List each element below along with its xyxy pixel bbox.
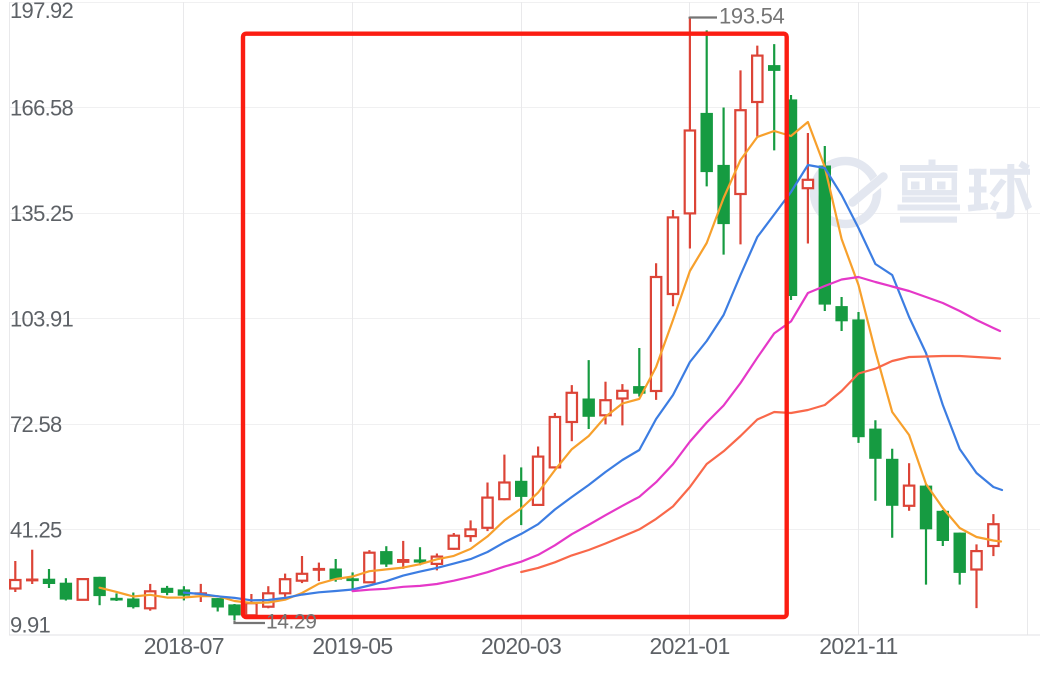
svg-text:2018-07: 2018-07 — [144, 633, 224, 659]
svg-text:166.58: 166.58 — [10, 95, 74, 120]
svg-text:72.58: 72.58 — [10, 412, 62, 437]
svg-text:197.92: 197.92 — [10, 0, 74, 23]
svg-text:135.25: 135.25 — [10, 201, 74, 226]
svg-text:2021-01: 2021-01 — [649, 633, 729, 659]
svg-text:41.25: 41.25 — [10, 517, 62, 542]
svg-text:193.54: 193.54 — [719, 4, 785, 29]
svg-text:2020-03: 2020-03 — [481, 633, 561, 659]
svg-text:103.91: 103.91 — [10, 306, 74, 331]
svg-text:9.91: 9.91 — [10, 612, 50, 637]
svg-text:2019-05: 2019-05 — [312, 633, 392, 659]
svg-text:2021-11: 2021-11 — [819, 633, 898, 659]
svg-text:14.29: 14.29 — [266, 611, 317, 634]
